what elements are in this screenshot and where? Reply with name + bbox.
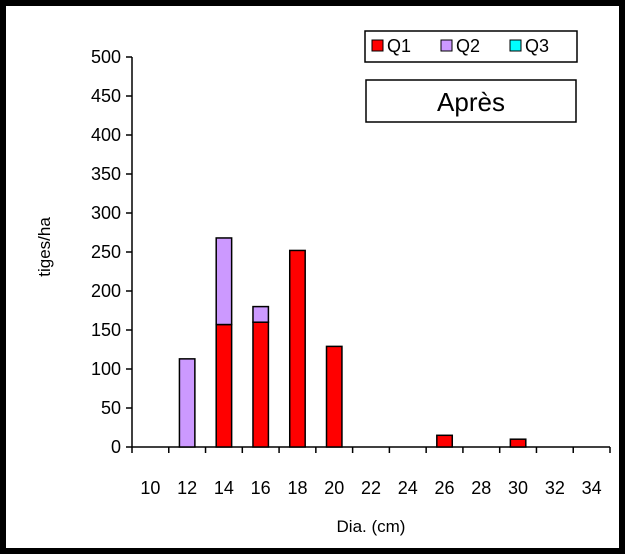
x-tick-label: 18 bbox=[287, 478, 307, 498]
y-tick-label: 0 bbox=[111, 437, 121, 457]
x-tick-label: 34 bbox=[582, 478, 602, 498]
y-tick-label: 100 bbox=[91, 359, 121, 379]
legend-swatch-q2 bbox=[440, 39, 453, 52]
legend: Q1 Q2 Q3 bbox=[364, 30, 578, 63]
x-axis: 10 12 14 16 18 20 22 24 26 28 30 32 34 bbox=[131, 446, 611, 498]
x-tick-label: 16 bbox=[251, 478, 271, 498]
legend-label-q2: Q2 bbox=[456, 36, 480, 56]
y-tick-label: 450 bbox=[91, 86, 121, 106]
x-tick-label: 32 bbox=[545, 478, 565, 498]
bars bbox=[178, 237, 527, 448]
y-tick-label: 200 bbox=[91, 281, 121, 301]
bar-q1-26 bbox=[436, 434, 454, 448]
y-tick-label: 300 bbox=[91, 203, 121, 223]
y-tick-label: 400 bbox=[91, 125, 121, 145]
y-tick-label: 350 bbox=[91, 164, 121, 184]
x-tick-label: 30 bbox=[508, 478, 528, 498]
bar-q1-18 bbox=[288, 249, 306, 448]
legend-swatch-q1 bbox=[371, 39, 384, 52]
y-axis: 0 50 100 150 200 250 300 350 400 450 500 bbox=[91, 47, 133, 457]
bar-q2-12 bbox=[178, 358, 196, 448]
x-tick-label: 28 bbox=[471, 478, 491, 498]
bar-q2-16 bbox=[252, 305, 270, 323]
x-axis-title: Dia. (cm) bbox=[337, 517, 406, 536]
bar-q1-14 bbox=[215, 323, 233, 448]
legend-swatch-q3 bbox=[509, 39, 522, 52]
x-tick-label: 24 bbox=[398, 478, 418, 498]
x-tick-label: 26 bbox=[435, 478, 455, 498]
legend-label-q3: Q3 bbox=[525, 36, 549, 56]
bar-q1-16 bbox=[252, 321, 270, 448]
x-tick-label: 22 bbox=[361, 478, 381, 498]
legend-label-q1: Q1 bbox=[387, 36, 411, 56]
x-tick-label: 14 bbox=[214, 478, 234, 498]
bar-q1-30 bbox=[509, 438, 527, 448]
annotation-frame bbox=[365, 79, 577, 123]
y-tick-label: 500 bbox=[91, 47, 121, 67]
x-tick-label: 10 bbox=[140, 478, 160, 498]
y-tick-label: 150 bbox=[91, 320, 121, 340]
bar-q1-20 bbox=[325, 345, 343, 448]
x-tick-label: 12 bbox=[177, 478, 197, 498]
annotation-box: Après bbox=[365, 79, 577, 123]
y-tick-label: 250 bbox=[91, 242, 121, 262]
annotation-label: Après bbox=[437, 87, 505, 117]
y-axis-title: tiges/ha bbox=[35, 217, 54, 277]
legend-box bbox=[364, 30, 578, 63]
y-tick-label: 50 bbox=[101, 398, 121, 418]
x-tick-label: 20 bbox=[324, 478, 344, 498]
bar-q2-14 bbox=[215, 237, 233, 326]
